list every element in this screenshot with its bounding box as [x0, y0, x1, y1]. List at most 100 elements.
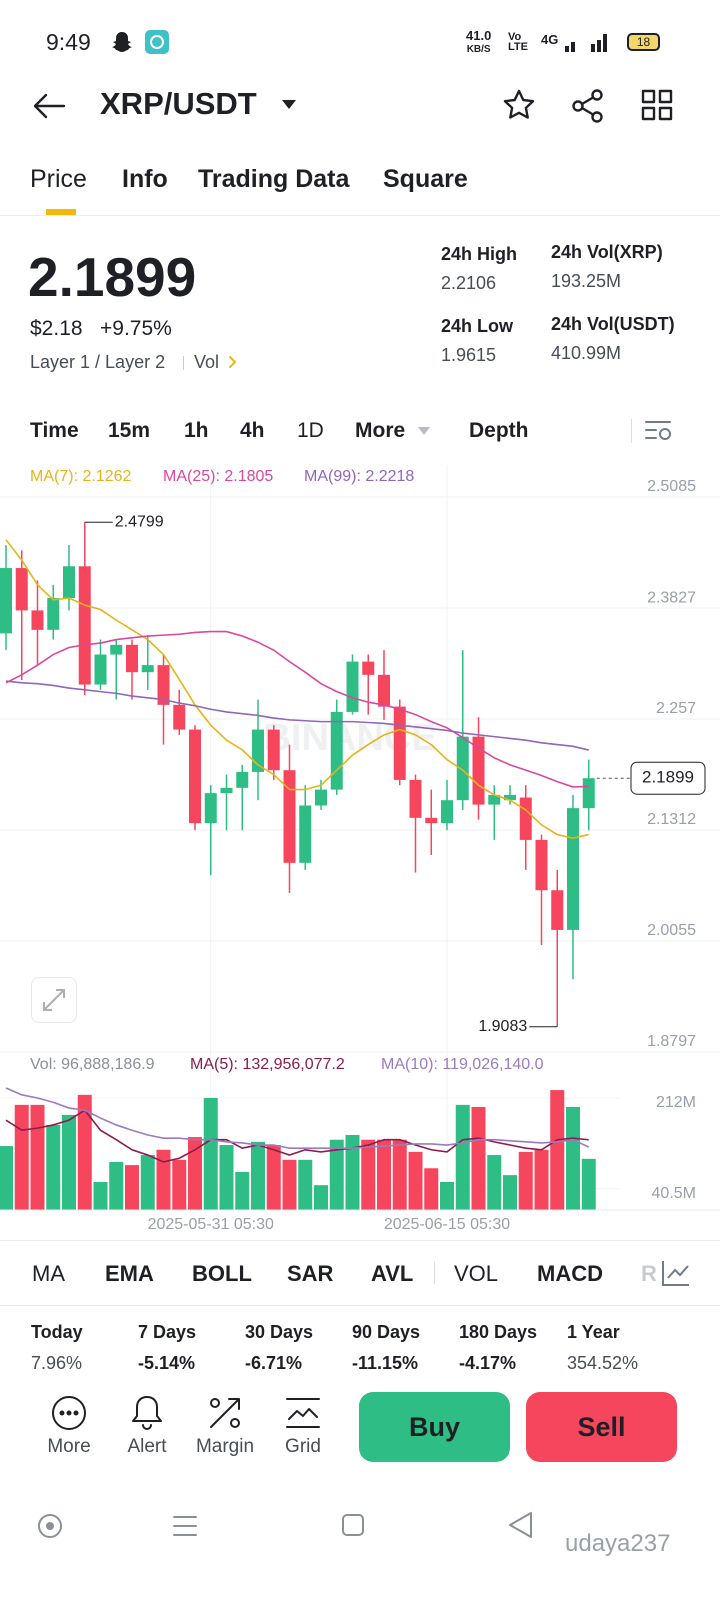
- volume-bar: [377, 1139, 391, 1210]
- stat-label: 24h Vol(USDT): [551, 314, 675, 334]
- indicator[interactable]: VOL: [454, 1261, 499, 1286]
- snap-icon: [112, 32, 132, 52]
- favorite[interactable]: [502, 88, 536, 122]
- candle-body: [378, 674, 390, 707]
- interval[interactable]: 1h: [184, 419, 209, 442]
- ma-legend: MA(25): 2.1805: [163, 468, 273, 485]
- indicator[interactable]: MA: [32, 1261, 65, 1286]
- candle-body: [283, 770, 296, 863]
- indicator[interactable]: BOLL: [192, 1261, 252, 1286]
- candle-body: [204, 793, 217, 824]
- nav-menu[interactable]: [171, 1512, 199, 1540]
- volume-bar: [503, 1175, 517, 1210]
- margin-icon[interactable]: [207, 1395, 243, 1431]
- volume-bar: [140, 1155, 155, 1210]
- candle-body: [409, 779, 422, 818]
- battery: 18: [627, 33, 660, 51]
- volume-bar: [30, 1104, 45, 1210]
- interval[interactable]: 1D: [297, 419, 324, 442]
- stat-value: 410.99M: [551, 343, 622, 363]
- candle-body: [189, 729, 201, 824]
- nav-back[interactable]: [506, 1510, 534, 1540]
- more-icon[interactable]: [51, 1395, 87, 1431]
- price-label: 2.1899: [642, 768, 694, 787]
- perf-label: 1 Year: [567, 1322, 620, 1342]
- layout[interactable]: [641, 89, 673, 121]
- interval[interactable]: 4h: [240, 419, 265, 442]
- y-tick-label: 1.8797: [647, 1033, 696, 1050]
- action-label[interactable]: Alert: [127, 1436, 167, 1457]
- settings[interactable]: [644, 418, 674, 444]
- alert-icon[interactable]: [129, 1393, 165, 1431]
- chart-watermark: BINANCE: [263, 717, 436, 759]
- tab-indicator: [46, 209, 76, 215]
- candle-body: [582, 778, 595, 809]
- vol-ma-line: [5, 1109, 589, 1163]
- sector[interactable]: Layer 1 / Layer 2: [30, 352, 166, 372]
- date-label: 2025-06-15 05:30: [384, 1216, 510, 1233]
- divider: [0, 215, 720, 216]
- volume-bar: [471, 1106, 486, 1210]
- back-button[interactable]: [32, 92, 66, 120]
- ma-line: [5, 680, 589, 751]
- interval[interactable]: Time: [30, 419, 79, 442]
- sell-button[interactable]: Sell: [526, 1392, 677, 1462]
- candle-body: [299, 805, 312, 863]
- speed: 41.0: [466, 28, 492, 43]
- volume-bar: [487, 1155, 502, 1210]
- candle-body: [362, 661, 375, 675]
- change: +9.75%: [100, 317, 172, 340]
- volume-bar: [392, 1139, 407, 1210]
- price-box: [630, 761, 706, 795]
- nav-recent[interactable]: [339, 1511, 367, 1539]
- pair-title[interactable]: XRP/USDT: [100, 86, 257, 121]
- separator: [631, 419, 632, 443]
- perf-value: 354.52%: [567, 1353, 639, 1373]
- tab[interactable]: Price: [30, 165, 87, 193]
- indicator[interactable]: SAR: [287, 1261, 334, 1286]
- stat-value: 1.9615: [441, 345, 497, 365]
- volume-bar: [109, 1161, 124, 1210]
- dropdown[interactable]: [417, 426, 431, 436]
- interval[interactable]: 15m: [108, 419, 151, 442]
- y-tick-label: 2.3827: [647, 589, 696, 606]
- stat-label: 24h Vol(XRP): [551, 242, 663, 262]
- action-label[interactable]: Margin: [195, 1436, 255, 1457]
- share[interactable]: [570, 88, 606, 124]
- grid-icon[interactable]: [285, 1397, 321, 1429]
- action-label[interactable]: More: [47, 1436, 91, 1457]
- dropdown[interactable]: [281, 99, 297, 111]
- expand-button[interactable]: [31, 977, 77, 1023]
- action-label[interactable]: Grid: [285, 1436, 321, 1457]
- volume-bar: [518, 1151, 533, 1210]
- volume-bar: [93, 1182, 108, 1210]
- volume-bar: [581, 1158, 596, 1210]
- interval[interactable]: More: [355, 419, 406, 442]
- vol-link[interactable]: Vol: [194, 352, 220, 372]
- candle-body: [15, 568, 28, 611]
- volume-bar: [266, 1145, 281, 1210]
- tab[interactable]: Square: [383, 165, 468, 193]
- divider: [0, 1240, 720, 1241]
- signal: [565, 34, 607, 52]
- volume-bar: [156, 1149, 171, 1210]
- candle-body: [141, 665, 154, 673]
- indicator[interactable]: R: [641, 1261, 657, 1286]
- candle-body: [472, 736, 485, 805]
- buy-button[interactable]: Buy: [359, 1392, 510, 1462]
- ma-line: [5, 630, 589, 788]
- indicator[interactable]: MACD: [537, 1261, 603, 1286]
- indicator[interactable]: AVL: [371, 1261, 414, 1286]
- y-tick-label: 2.257: [656, 700, 696, 717]
- tab[interactable]: Info: [122, 165, 168, 193]
- indicator-settings[interactable]: [660, 1258, 692, 1288]
- chart: MA(7): 2.1262 MA(25): 2.1805 MA(99): 2.221…: [0, 465, 720, 1233]
- interval[interactable]: Depth: [469, 419, 529, 442]
- indicator[interactable]: EMA: [105, 1261, 154, 1286]
- nav-home[interactable]: [36, 1512, 64, 1540]
- volume-bar: [188, 1137, 202, 1210]
- stat-value: 2.2106: [441, 273, 497, 293]
- candle-body: [236, 771, 249, 788]
- tab[interactable]: Trading Data: [198, 165, 350, 193]
